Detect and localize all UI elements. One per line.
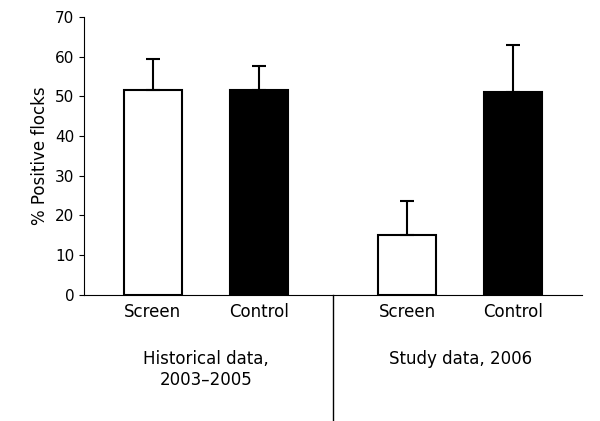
Y-axis label: % Positive flocks: % Positive flocks (31, 86, 49, 225)
Text: Study data, 2006: Study data, 2006 (389, 350, 532, 368)
Bar (124, 90, 182, 295)
Bar (484, 92, 542, 295)
Bar (378, 235, 436, 295)
Bar (230, 90, 288, 295)
Text: Historical data,
2003–2005: Historical data, 2003–2005 (143, 350, 269, 389)
